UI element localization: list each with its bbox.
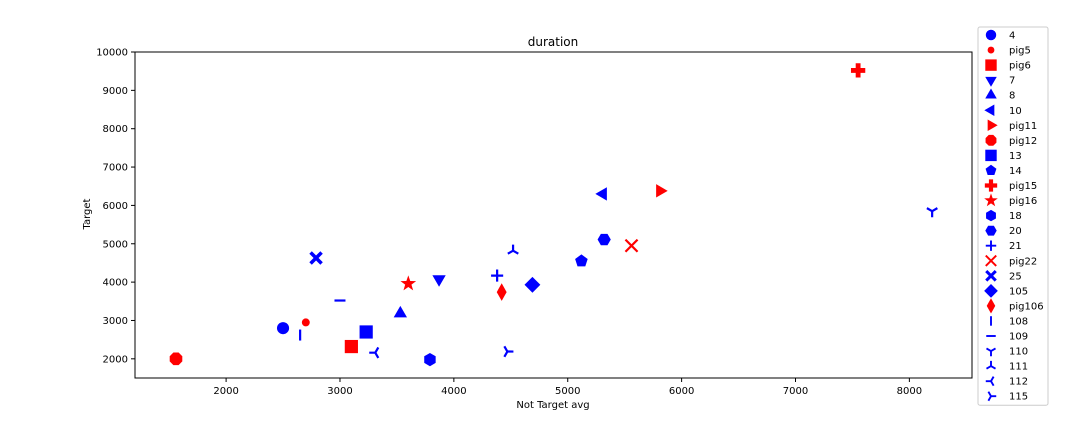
legend-marker-7 [985,76,997,87]
legend-label: pig5 [1009,46,1031,57]
data-point-110 [926,207,938,218]
y-axis-label: Target [82,198,93,230]
y-tick-label: 2000 [103,354,128,365]
legend-marker-pig16 [984,193,998,207]
legend-label: 21 [1009,241,1022,252]
legend: 4 pig5 pig6 7 8 10 pig11 pig12 13 14 pig15 pig16 18 2… [977,26,1049,406]
data-point-111 [507,244,519,255]
data-point-21 [491,269,504,282]
data-point-18 [424,352,436,367]
data-point-14 [575,254,588,267]
data-point-pig6 [344,339,358,354]
legend-label: 8 [1009,91,1015,102]
data-points [169,63,938,367]
x-tick-label: 3000 [327,386,352,397]
y-tick-label: 5000 [103,239,128,250]
legend-marker-pig15 [984,179,998,192]
legend-marker-pig11 [987,119,998,132]
legend-marker-25 [985,269,997,282]
legend-label: 13 [1009,151,1022,162]
x-tick-label: 2000 [213,386,238,397]
legend-label: 112 [1009,377,1028,388]
chart-title: duration [528,35,579,49]
data-point-20 [597,233,611,246]
y-tick-label: 4000 [103,278,128,289]
data-point-13 [359,325,373,339]
data-point-4 [276,322,290,335]
data-point-115 [503,345,514,358]
legend-marker-pig5 [987,46,995,54]
legend-label: 25 [1009,271,1022,282]
legend-marker-8 [985,88,997,99]
legend-marker-pig12 [985,134,997,146]
legend-label: 109 [1009,332,1028,343]
legend-marker-4 [985,29,997,41]
y-tick-label: 9000 [103,86,128,97]
legend-marker-20 [985,225,997,236]
legend-marker-112 [985,376,995,387]
legend-label: 115 [1009,392,1028,403]
x-tick-label: 4000 [441,386,466,397]
data-point-pig22 [624,238,639,253]
x-tick-label: 7000 [783,386,808,397]
data-point-25 [309,251,323,265]
x-axis-label: Not Target avg [516,400,589,411]
axes: 2000 3000 4000 5000 6000 7000 8000 2000 3000 4000… [96,48,973,397]
legend-label: pig106 [1009,301,1044,312]
data-point-pig16 [400,275,417,291]
legend-label: 18 [1009,211,1022,222]
data-point-105 [524,276,541,293]
data-point-pig12 [169,352,183,366]
legend-marker-10 [984,104,995,117]
data-point-pig106 [496,283,507,301]
legend-label: pig11 [1009,121,1037,132]
legend-label: pig12 [1009,136,1037,147]
data-point-112 [369,346,380,359]
legend-label: 105 [1009,286,1028,297]
legend-marker-14 [985,164,997,176]
data-point-7 [432,275,446,287]
data-point-pig5 [301,318,310,327]
legend-label: 110 [1009,347,1028,358]
data-point-8 [393,305,407,318]
x-tick-label: 5000 [555,386,580,397]
legend-label: 10 [1009,106,1022,117]
legend-label: 14 [1009,166,1022,177]
legend-label: pig6 [1009,61,1031,72]
legend-label: pig15 [1009,181,1037,192]
legend-label: 20 [1009,226,1022,237]
legend-label: 4 [1009,31,1015,42]
legend-label: 7 [1009,76,1015,87]
y-tick-label: 3000 [103,316,128,327]
y-tick-label: 6000 [103,201,128,212]
legend-marker-pig106 [986,298,996,314]
legend-label: 108 [1009,316,1028,327]
y-tick-label: 7000 [103,163,128,174]
y-tick-label: 10000 [96,48,128,59]
plot-frame [134,51,973,379]
x-tick-label: 8000 [897,386,922,397]
data-point-pig11 [656,184,668,198]
data-point-pig15 [850,63,866,78]
legend-box [977,26,1049,406]
x-tick-label: 6000 [669,386,694,397]
legend-marker-110 [986,347,996,357]
legend-marker-13 [985,149,997,162]
legend-marker-105 [984,284,998,298]
data-point-10 [595,187,607,201]
legend-label: 111 [1009,362,1028,373]
legend-marker-111 [986,360,996,370]
legend-label: pig16 [1009,196,1037,207]
legend-label: pig22 [1009,256,1037,267]
legend-marker-21 [985,240,997,251]
legend-marker-pig6 [985,59,997,71]
y-tick-label: 8000 [103,124,128,135]
legend-marker-pig22 [985,254,997,267]
legend-marker-115 [987,391,997,402]
legend-marker-18 [986,209,996,222]
